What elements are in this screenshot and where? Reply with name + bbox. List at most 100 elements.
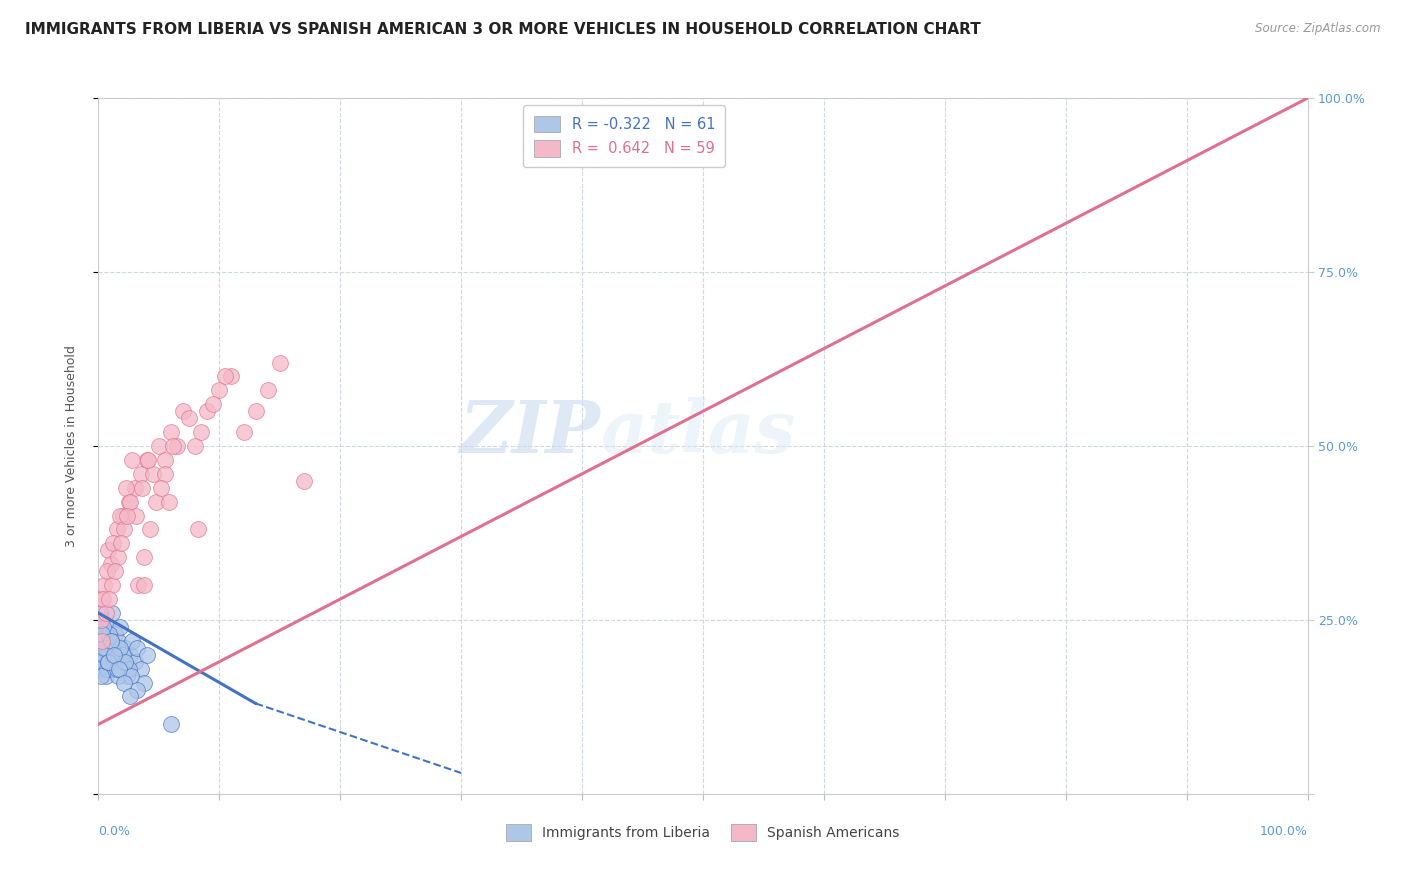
Point	[118, 690, 141, 704]
Point	[100, 640, 122, 655]
Point	[145, 494, 167, 508]
Point	[104, 627, 127, 641]
Point	[245, 404, 267, 418]
Point	[97, 543, 120, 558]
Point	[90, 648, 112, 662]
Point	[98, 633, 121, 648]
Point	[93, 640, 115, 655]
Point	[104, 564, 127, 578]
Point	[96, 620, 118, 634]
Point	[118, 494, 141, 508]
Point	[103, 655, 125, 669]
Point	[125, 508, 148, 523]
Point	[108, 508, 131, 523]
Point	[114, 640, 136, 655]
Point	[101, 536, 124, 550]
Point	[97, 655, 120, 669]
Point	[112, 523, 135, 537]
Point	[157, 494, 180, 508]
Point	[94, 668, 117, 682]
Point	[118, 648, 141, 662]
Point	[111, 508, 134, 523]
Point	[221, 369, 243, 384]
Point	[142, 467, 165, 481]
Point	[90, 613, 112, 627]
Point	[111, 655, 134, 669]
Point	[98, 627, 121, 641]
Text: atlas: atlas	[600, 397, 796, 467]
Point	[96, 564, 118, 578]
Point	[90, 613, 112, 627]
Point	[89, 633, 111, 648]
Point	[153, 453, 176, 467]
Point	[136, 453, 159, 467]
Point	[105, 523, 128, 537]
Point	[108, 662, 131, 676]
Legend: Immigrants from Liberia, Spanish Americans: Immigrants from Liberia, Spanish America…	[501, 819, 905, 847]
Point	[160, 425, 183, 439]
Point	[120, 668, 142, 682]
Point	[129, 467, 152, 481]
Text: 100.0%: 100.0%	[1260, 825, 1308, 838]
Point	[184, 439, 207, 453]
Point	[118, 494, 141, 508]
Point	[195, 404, 218, 418]
Point	[135, 648, 157, 662]
Point	[124, 481, 146, 495]
Point	[91, 655, 114, 669]
Point	[111, 648, 134, 662]
Point	[107, 668, 129, 682]
Point	[214, 369, 236, 384]
Point	[101, 648, 124, 662]
Point	[91, 633, 114, 648]
Point	[139, 523, 162, 537]
Point	[160, 717, 183, 731]
Point	[93, 648, 115, 662]
Point	[91, 627, 114, 641]
Text: IMMIGRANTS FROM LIBERIA VS SPANISH AMERICAN 3 OR MORE VEHICLES IN HOUSEHOLD CORR: IMMIGRANTS FROM LIBERIA VS SPANISH AMERI…	[25, 22, 981, 37]
Point	[91, 592, 114, 607]
Text: 0.0%: 0.0%	[98, 825, 131, 838]
Point	[91, 620, 114, 634]
Point	[172, 404, 194, 418]
Point	[134, 578, 156, 592]
Point	[232, 425, 254, 439]
Point	[103, 648, 125, 662]
Point	[89, 606, 111, 620]
Point	[105, 662, 128, 676]
Point	[162, 439, 184, 453]
Point	[127, 682, 149, 697]
Point	[112, 675, 135, 690]
Point	[100, 606, 122, 620]
Point	[135, 453, 157, 467]
Point	[97, 648, 120, 662]
Point	[107, 633, 129, 648]
Point	[91, 633, 114, 648]
Point	[98, 592, 121, 607]
Point	[166, 439, 188, 453]
Point	[121, 633, 143, 648]
Point	[256, 384, 278, 398]
Point	[179, 411, 201, 425]
Point	[117, 508, 139, 523]
Point	[100, 633, 122, 648]
Point	[107, 550, 129, 565]
Point	[208, 384, 231, 398]
Text: ZIP: ZIP	[460, 397, 600, 467]
Point	[127, 640, 149, 655]
Point	[101, 655, 124, 669]
Point	[90, 613, 112, 627]
Point	[89, 662, 111, 676]
Point	[100, 633, 122, 648]
Point	[91, 627, 114, 641]
Point	[134, 675, 156, 690]
Point	[202, 397, 225, 411]
Point	[292, 474, 315, 488]
Point	[150, 481, 173, 495]
Y-axis label: 3 or more Vehicles in Household: 3 or more Vehicles in Household	[65, 345, 77, 547]
Point	[93, 578, 115, 592]
Point	[108, 662, 131, 676]
Point	[148, 439, 170, 453]
Point	[108, 620, 131, 634]
Point	[90, 668, 112, 682]
